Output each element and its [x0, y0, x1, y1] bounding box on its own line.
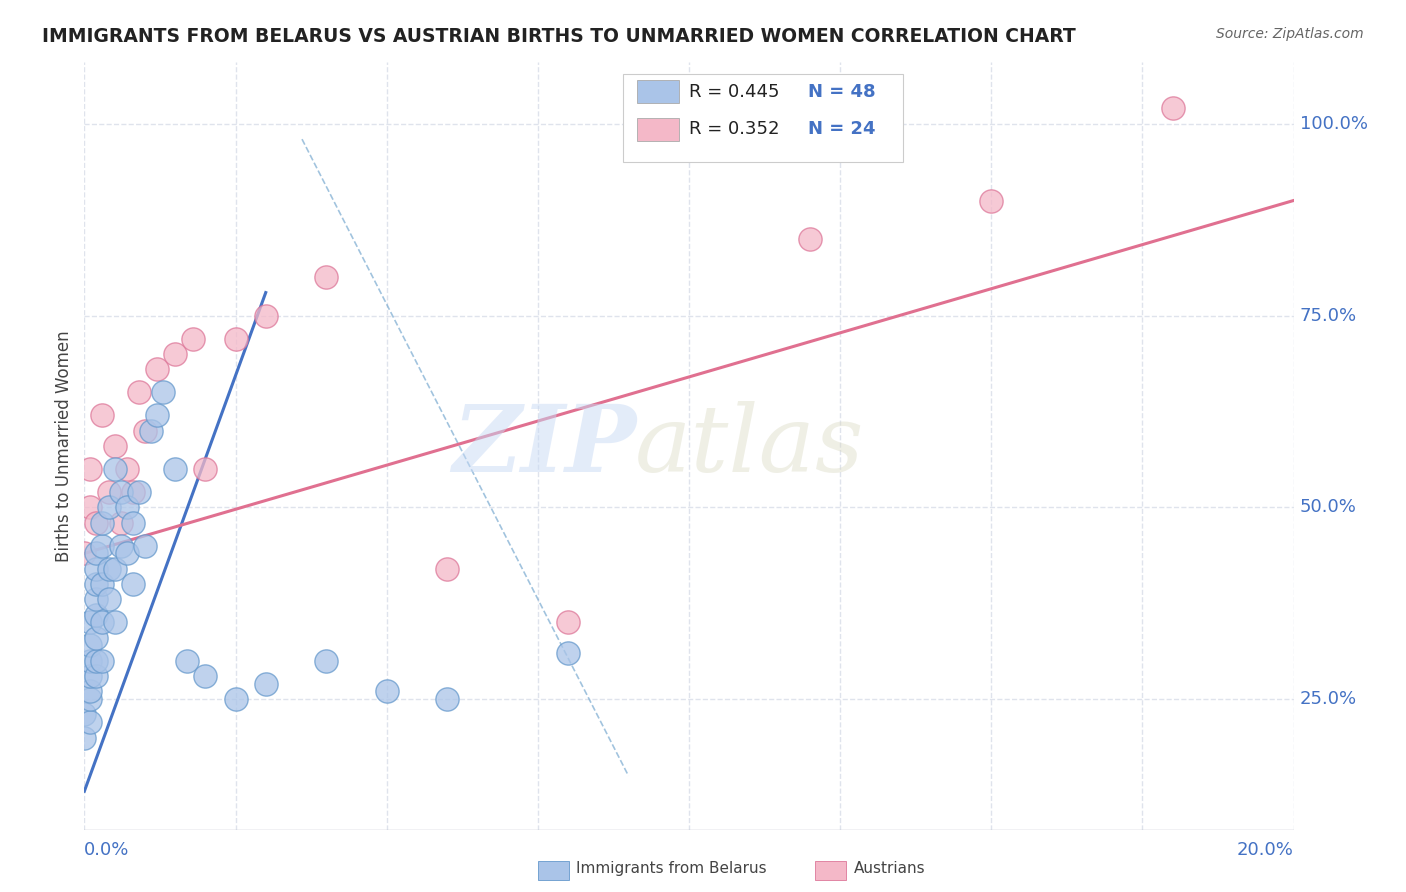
Point: [254, 309, 277, 323]
Text: atlas: atlas: [634, 401, 865, 491]
Point: [225, 332, 247, 346]
Text: R = 0.352: R = 0.352: [689, 120, 779, 138]
Point: [165, 347, 187, 361]
Point: [254, 677, 277, 691]
Point: [121, 516, 143, 530]
Point: [104, 439, 127, 453]
Point: [97, 592, 120, 607]
Point: [86, 546, 108, 560]
Point: [152, 385, 174, 400]
Point: [104, 615, 127, 630]
Text: 75.0%: 75.0%: [1299, 307, 1357, 325]
Point: [115, 462, 138, 476]
Point: [225, 692, 247, 706]
Point: [194, 669, 217, 683]
Point: [97, 485, 120, 500]
Text: R = 0.445: R = 0.445: [689, 83, 779, 101]
Point: [79, 715, 101, 730]
Text: Immigrants from Belarus: Immigrants from Belarus: [576, 862, 768, 876]
Point: [79, 654, 101, 668]
Text: 20.0%: 20.0%: [1237, 841, 1294, 859]
Point: [73, 707, 96, 722]
Point: [436, 692, 458, 706]
Point: [176, 654, 198, 668]
Point: [86, 562, 108, 576]
Point: [104, 562, 127, 576]
Point: [86, 592, 108, 607]
Point: [146, 362, 169, 376]
Point: [110, 539, 132, 553]
Point: [315, 654, 337, 668]
Text: IMMIGRANTS FROM BELARUS VS AUSTRIAN BIRTHS TO UNMARRIED WOMEN CORRELATION CHART: IMMIGRANTS FROM BELARUS VS AUSTRIAN BIRT…: [42, 27, 1076, 45]
Point: [73, 731, 96, 745]
Point: [97, 500, 120, 515]
Text: 25.0%: 25.0%: [1299, 690, 1357, 708]
Point: [91, 654, 114, 668]
Point: [128, 385, 150, 400]
Point: [134, 424, 156, 438]
Text: 100.0%: 100.0%: [1299, 115, 1368, 133]
Point: [86, 516, 108, 530]
Point: [115, 546, 138, 560]
Point: [79, 462, 101, 476]
Point: [91, 615, 114, 630]
Point: [79, 500, 101, 515]
Point: [86, 654, 108, 668]
Point: [121, 485, 143, 500]
Point: [194, 462, 217, 476]
Point: [91, 539, 114, 553]
Point: [79, 639, 101, 653]
Point: [86, 669, 108, 683]
Text: N = 48: N = 48: [808, 83, 876, 101]
Point: [104, 462, 127, 476]
Point: [110, 485, 132, 500]
Point: [91, 516, 114, 530]
Point: [79, 669, 101, 683]
Point: [91, 409, 114, 423]
Text: ZIP: ZIP: [451, 401, 636, 491]
Point: [181, 332, 204, 346]
Point: [97, 562, 120, 576]
Point: [86, 607, 108, 622]
Point: [121, 577, 143, 591]
Text: N = 24: N = 24: [808, 120, 876, 138]
Point: [980, 194, 1002, 208]
Point: [557, 615, 579, 630]
Point: [73, 546, 96, 560]
Point: [557, 646, 579, 660]
Text: 50.0%: 50.0%: [1299, 499, 1357, 516]
Point: [86, 577, 108, 591]
Point: [134, 539, 156, 553]
Point: [375, 684, 398, 698]
Point: [799, 232, 821, 246]
Point: [79, 692, 101, 706]
Point: [79, 615, 101, 630]
Point: [139, 424, 162, 438]
Point: [436, 562, 458, 576]
Point: [115, 500, 138, 515]
Point: [86, 631, 108, 645]
Point: [165, 462, 187, 476]
Point: [128, 485, 150, 500]
Point: [110, 516, 132, 530]
Point: [1161, 102, 1184, 116]
Text: 0.0%: 0.0%: [84, 841, 129, 859]
Text: Source: ZipAtlas.com: Source: ZipAtlas.com: [1216, 27, 1364, 41]
Point: [315, 270, 337, 285]
Y-axis label: Births to Unmarried Women: Births to Unmarried Women: [55, 330, 73, 562]
Text: Austrians: Austrians: [853, 862, 925, 876]
Point: [146, 409, 169, 423]
Point: [79, 684, 101, 698]
Point: [91, 577, 114, 591]
